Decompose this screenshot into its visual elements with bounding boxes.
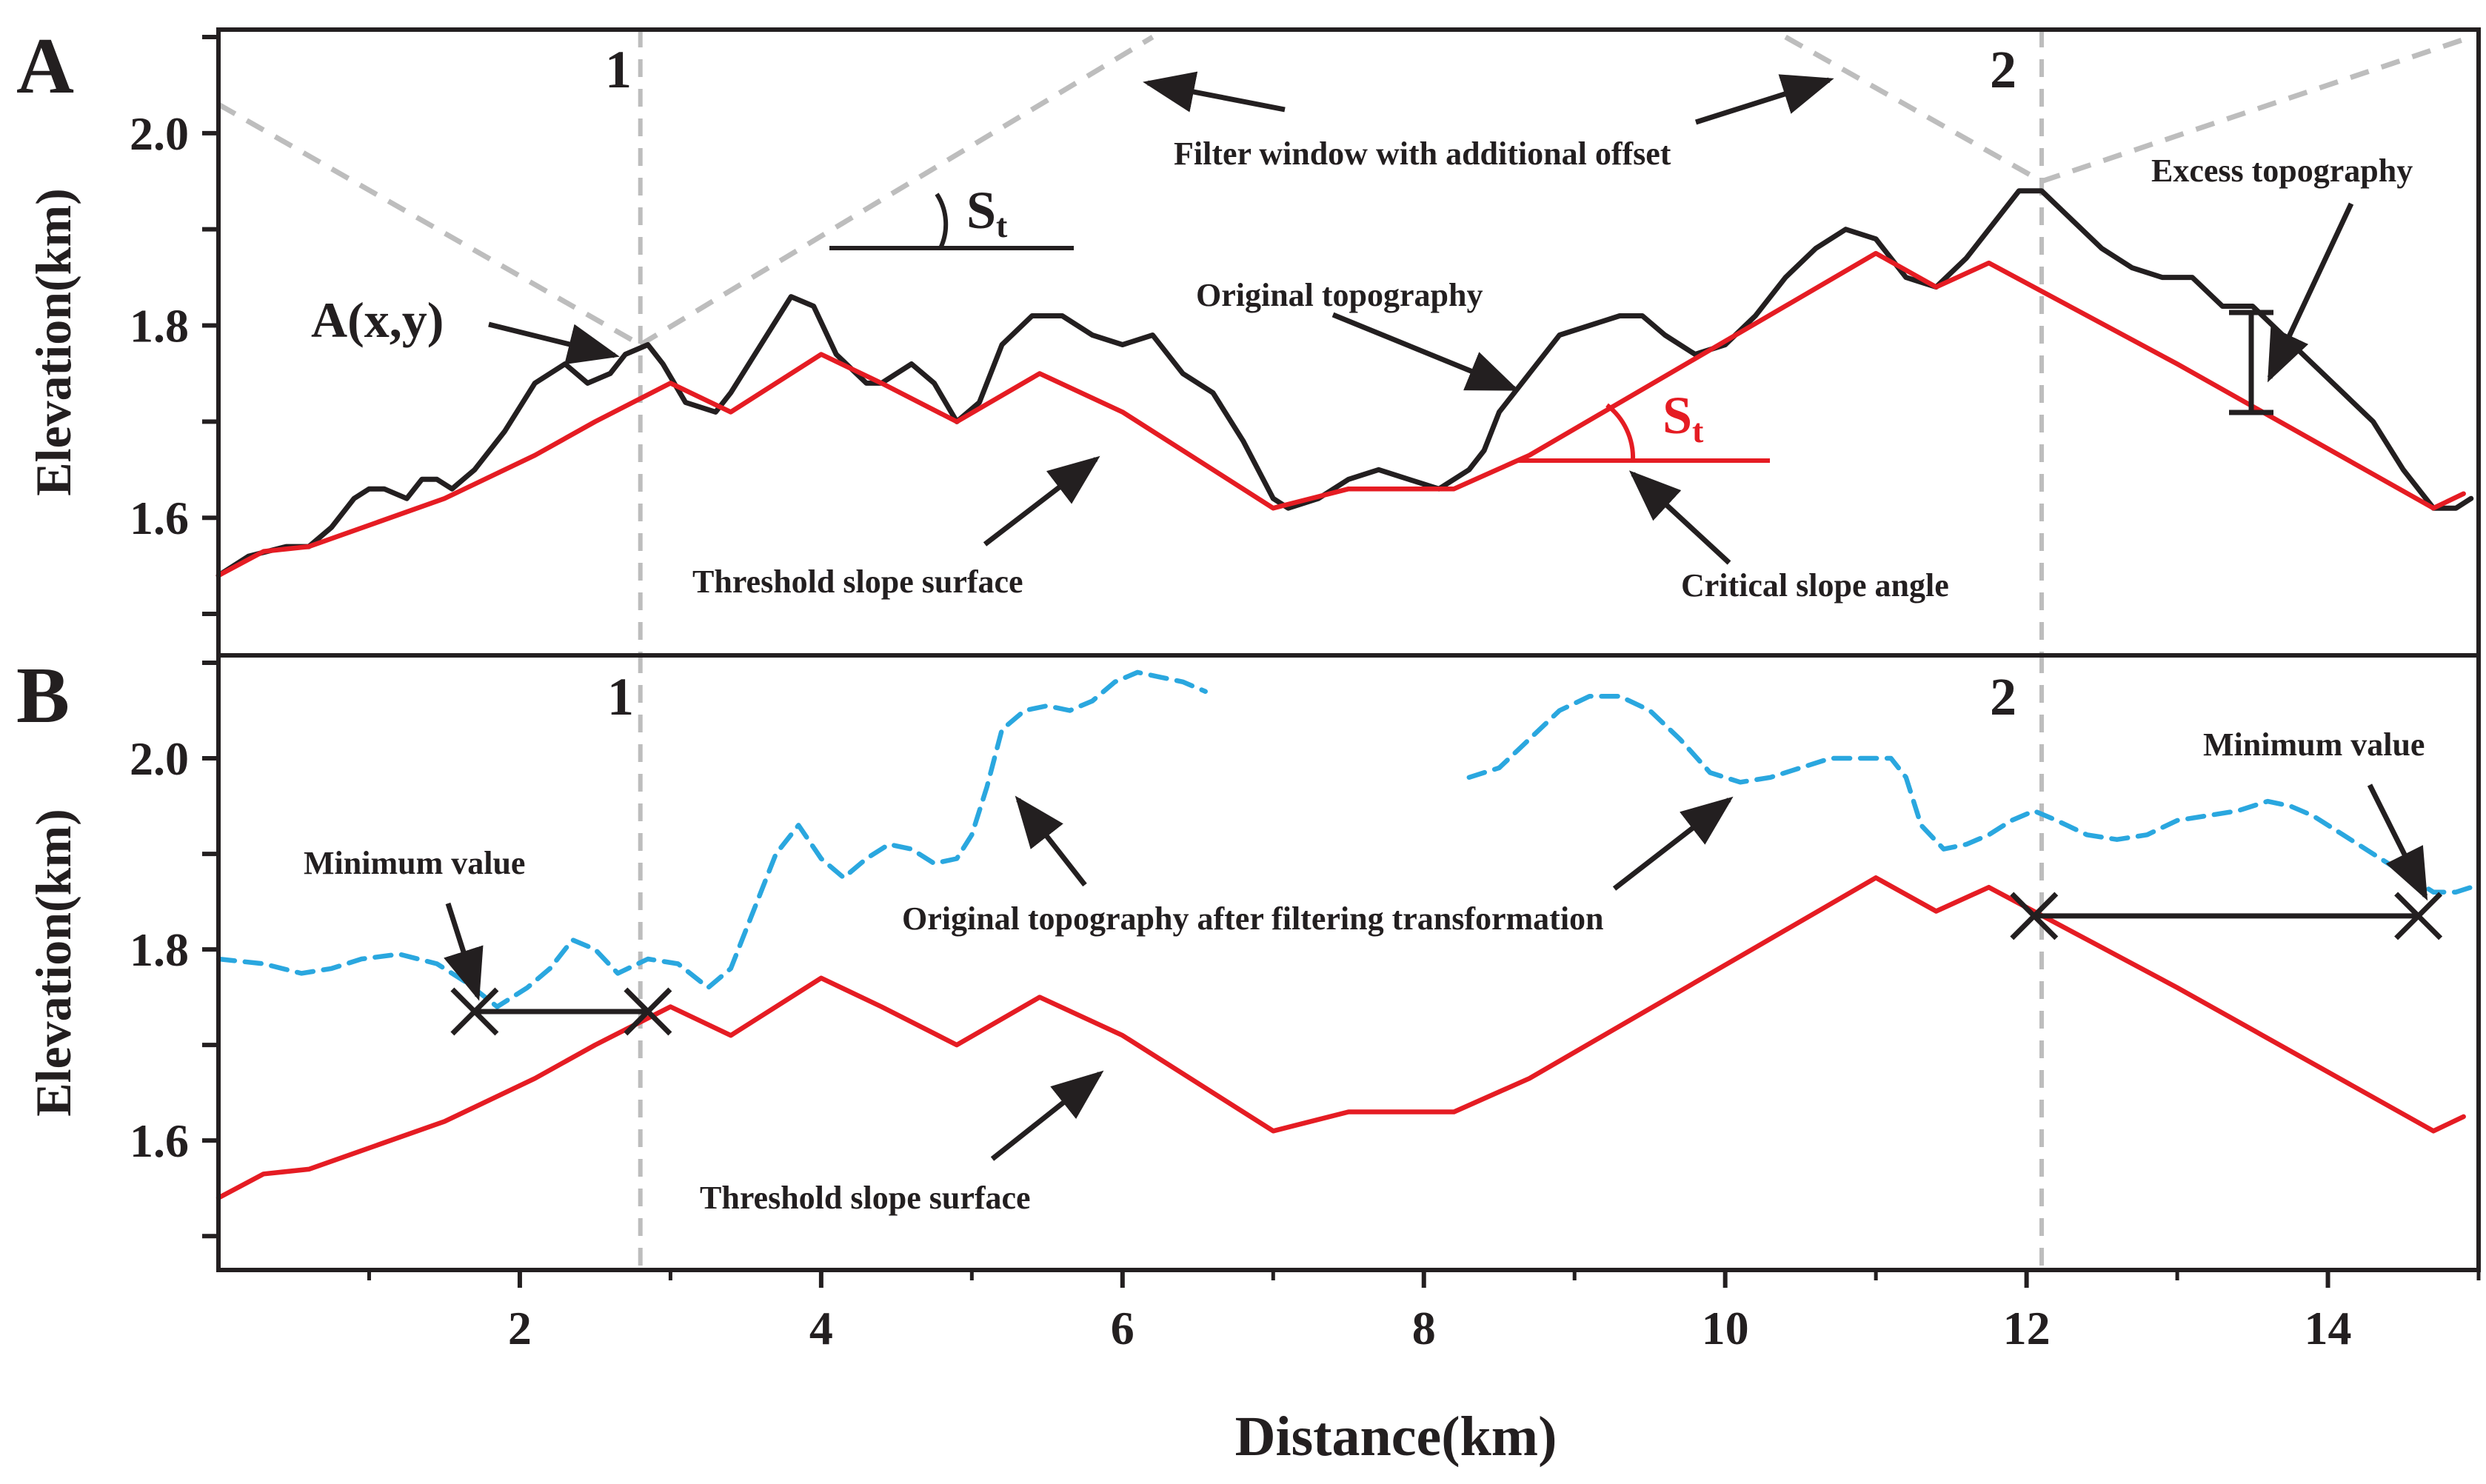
y-tick-label: 2.0 <box>130 732 189 785</box>
st-symbol-black: St <box>966 181 1008 244</box>
minimum-value-label-left: Minimum value <box>304 845 525 881</box>
y-tick-label: 1.8 <box>130 300 189 352</box>
panel-a-vertical-markers <box>638 30 2044 655</box>
original-topography-label: Original topography <box>1196 277 1483 313</box>
y-tick-label: 1.6 <box>130 492 189 544</box>
excess-topography-bracket <box>2229 310 2273 415</box>
x-tick-label: 2 <box>508 1302 532 1354</box>
filter-window-line-2 <box>638 34 1155 347</box>
panel-a-ylabel: Elevation(km) <box>25 188 81 496</box>
panel-b: 1.61.82.0 2 4 6 8 10 12 14 B Elevation(km) Dis… <box>16 652 2481 1468</box>
filter-window-label: Filter window with additional offset <box>1174 136 1671 172</box>
panel-a-series <box>215 188 2474 578</box>
panel-a-y-axis: 1.6 1.8 2.0 <box>130 35 218 617</box>
y-tick-label: 1.8 <box>130 923 189 976</box>
minimum-value-cross-marker <box>2394 892 2443 940</box>
filter-window-line-3 <box>1784 34 2043 184</box>
panel-a-filter-window <box>217 34 2472 347</box>
panel-b-xlabel: Distance(km) <box>1235 1406 1557 1468</box>
filtered-topography-label: Original topography after filtering tran… <box>902 900 1604 937</box>
excess-topography-arrow <box>2267 202 2354 383</box>
excess-topography-label: Excess topography <box>2151 153 2413 189</box>
y-tick-label: 1.6 <box>130 1114 189 1167</box>
st-arc-red <box>1605 403 1636 461</box>
panel-a: 1.6 1.8 2.0 A Elevation(km) 1 2 Filter win… <box>16 22 2481 658</box>
y-tick-label: 2.0 <box>130 107 189 160</box>
minimum-value-cross-marker <box>624 987 672 1036</box>
panel-a-marker-1: 1 <box>605 40 632 99</box>
panel-b-marker-2: 2 <box>1990 667 2016 726</box>
series-line-threshold-slope-surface <box>215 875 2466 1200</box>
threshold-slope-arrow-a <box>983 455 1100 547</box>
panel-b-x-axis: 2 4 6 8 10 12 14 <box>367 1270 2481 1354</box>
series-line-original-topography-after-filtering-transformation-1 <box>215 669 1208 1009</box>
minimum-value-arrow-right <box>2367 783 2428 901</box>
panel-a-marker-2: 2 <box>1990 40 2016 99</box>
panel-b-marker-1: 1 <box>607 667 634 726</box>
panel-b-y-axis: 1.6 1.8 2.0 <box>130 661 218 1239</box>
x-tick-label: 14 <box>2305 1302 2352 1354</box>
series-line-threshold-slope-surface <box>215 250 2466 578</box>
a-xy-label: A(x,y) <box>311 292 444 348</box>
critical-slope-angle-label: Critical slope angle <box>1681 567 1949 604</box>
panel-a-label: A <box>16 22 74 110</box>
filter-window-line-1 <box>217 101 642 347</box>
filter-window-arrow-right <box>1694 74 1834 125</box>
series-line-original-topography-after-filtering-transformation-2 <box>1466 693 2474 895</box>
panel-b-minimum-markers <box>450 892 2443 1036</box>
a-xy-arrow <box>488 321 620 365</box>
threshold-slope-label-b: Threshold slope surface <box>700 1180 1031 1216</box>
st-symbol-red: St <box>1663 386 1704 449</box>
filtered-topography-arrow-right <box>1612 796 1734 891</box>
minimum-value-label-right: Minimum value <box>2203 726 2425 763</box>
minimum-value-cross-marker <box>2010 892 2059 940</box>
filter-window-arrow-left <box>1143 71 1286 113</box>
panel-b-label: B <box>16 652 70 740</box>
panel-b-frame <box>216 653 2481 1272</box>
critical-slope-angle-arrow <box>1628 470 1731 565</box>
panel-b-vertical-markers <box>638 655 2044 1270</box>
st-arc-black <box>935 193 949 250</box>
filtered-topography-arrow-left <box>1015 795 1087 887</box>
threshold-slope-arrow-b <box>990 1070 1104 1161</box>
filter-window-line-4 <box>2040 34 2472 184</box>
x-tick-label: 6 <box>1111 1302 1135 1354</box>
panel-b-ylabel: Elevation(km) <box>25 809 81 1117</box>
x-tick-label: 12 <box>2003 1302 2051 1354</box>
original-topography-arrow <box>1331 312 1520 392</box>
x-tick-label: 8 <box>1412 1302 1436 1354</box>
minimum-value-arrow-left <box>444 902 484 1001</box>
series-line-original-topography <box>215 188 2474 578</box>
x-tick-label: 10 <box>1702 1302 1749 1354</box>
x-tick-label: 4 <box>809 1302 833 1354</box>
threshold-slope-label-a: Threshold slope surface <box>692 564 1023 600</box>
